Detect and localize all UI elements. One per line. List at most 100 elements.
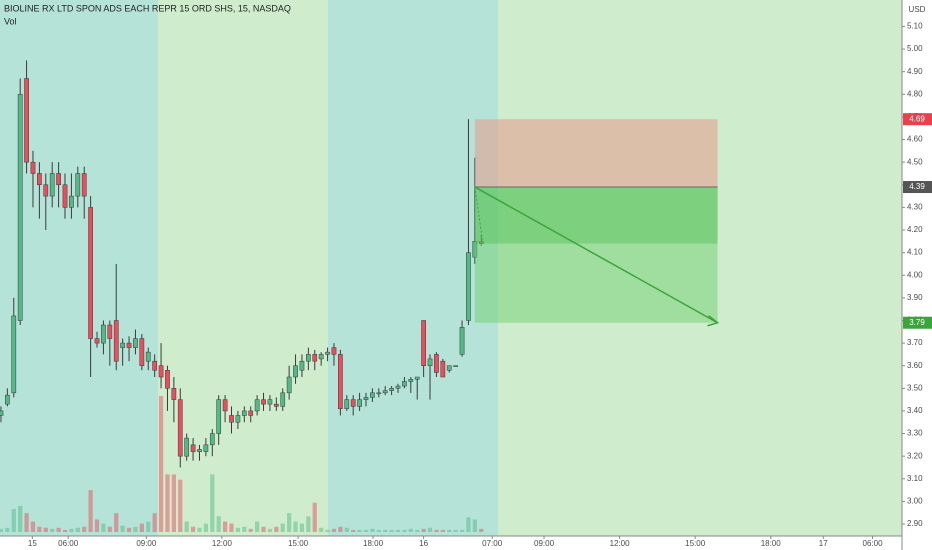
volume-bar <box>222 521 228 532</box>
session-band <box>0 0 158 536</box>
volume-bar <box>440 529 445 532</box>
y-tick-label: 3.90 <box>907 293 923 302</box>
chart-title: BIOLINE RX LTD SPON ADS EACH REPR 15 ORD… <box>4 3 291 13</box>
candle-body <box>312 354 318 362</box>
candle-body <box>389 388 394 391</box>
candle-body <box>363 397 369 400</box>
candle-body <box>350 399 356 407</box>
candle-body <box>395 385 401 389</box>
y-tick-label: 4.10 <box>907 248 923 257</box>
candle-body <box>408 379 414 382</box>
volume-bar <box>351 529 356 532</box>
volume-bar <box>75 527 80 532</box>
volume-bar <box>338 526 343 532</box>
volume-bar <box>62 529 68 532</box>
volume-bar <box>357 529 362 532</box>
volume-bar <box>370 528 375 532</box>
volume-bar <box>376 529 381 532</box>
candle-body <box>133 338 138 348</box>
candle-body <box>24 78 29 163</box>
volume-bar <box>466 517 471 532</box>
y-tick-label: 3.00 <box>907 497 923 506</box>
candle-body <box>62 184 68 208</box>
volume-bar <box>427 527 433 532</box>
axes: 2.903.003.103.203.303.403.503.603.703.80… <box>28 22 932 548</box>
y-tick-label: 3.50 <box>907 383 923 392</box>
price-tag-label: 3.79 <box>909 318 925 327</box>
candle-body <box>145 351 151 362</box>
candle-body <box>293 365 298 378</box>
volume-bar <box>165 474 170 532</box>
volume-bar <box>216 516 221 532</box>
y-tick-label: 2.90 <box>907 519 923 528</box>
candle-body <box>209 433 215 446</box>
volume-bar <box>255 521 260 532</box>
volume-bar <box>126 527 132 532</box>
candle-body <box>158 365 164 378</box>
candle-body <box>94 338 100 344</box>
y-tick-label: 3.70 <box>907 338 923 347</box>
time-axis <box>0 536 902 550</box>
current-line <box>474 186 484 244</box>
x-tick-label: 07:00 <box>482 539 503 548</box>
candle-body <box>370 392 375 398</box>
volume-bar <box>133 526 138 532</box>
price-tag <box>903 181 932 194</box>
candle-body <box>414 376 420 380</box>
candle-body <box>241 410 247 416</box>
y-tick-label: 4.00 <box>907 270 923 279</box>
volume-bar <box>178 479 183 532</box>
candle-body <box>165 369 170 389</box>
volume-bar <box>30 521 36 532</box>
position-tool <box>474 119 720 327</box>
x-tick-label: 18:00 <box>761 539 782 548</box>
candle-body <box>331 347 337 355</box>
candle-body <box>280 392 286 407</box>
projection-arrow <box>474 186 718 324</box>
volume-bar <box>11 508 16 532</box>
volume-bar <box>152 513 157 532</box>
candle-body <box>113 320 119 362</box>
volume-bar <box>408 528 413 532</box>
volume-bar <box>421 528 426 532</box>
candle-body <box>453 365 458 367</box>
volume-label: Vol <box>4 16 17 26</box>
volume-bar <box>18 505 23 532</box>
x-tick-label: 15:00 <box>685 539 706 548</box>
currency-label: USD <box>909 5 926 14</box>
candle-body <box>446 365 452 371</box>
arrow-head <box>707 315 720 327</box>
candle-body <box>120 342 125 348</box>
volume-bar <box>395 529 401 532</box>
candle-body <box>338 354 343 409</box>
candle-body <box>171 388 177 400</box>
candle-body <box>286 376 292 394</box>
volume-bar <box>203 523 208 532</box>
volume-bar <box>479 528 484 532</box>
candle-body <box>261 399 266 405</box>
candle-body <box>466 252 471 321</box>
candle-body <box>75 173 81 197</box>
volume-bar <box>363 529 369 532</box>
session-band <box>328 0 498 536</box>
volume-bar <box>197 527 202 532</box>
y-tick-label: 3.10 <box>907 474 923 483</box>
candle-body <box>190 444 196 452</box>
x-tick-label: 12:00 <box>212 539 233 548</box>
candle-body <box>81 173 87 197</box>
x-tick-label: 16 <box>419 539 428 548</box>
candle-body <box>43 184 49 197</box>
candle-body <box>17 94 23 321</box>
candle-body <box>11 315 17 394</box>
volume-bar <box>472 519 477 532</box>
candle-body <box>344 399 350 409</box>
volume-bar <box>229 523 234 532</box>
volume-bar <box>312 502 317 532</box>
candle-body <box>56 173 61 186</box>
volume-bar <box>171 474 176 532</box>
x-tick-label: 15 <box>28 539 37 548</box>
volume-bar <box>280 523 285 532</box>
volume-bar <box>447 529 452 532</box>
volume-bar <box>82 526 87 532</box>
candle-body <box>427 358 433 366</box>
